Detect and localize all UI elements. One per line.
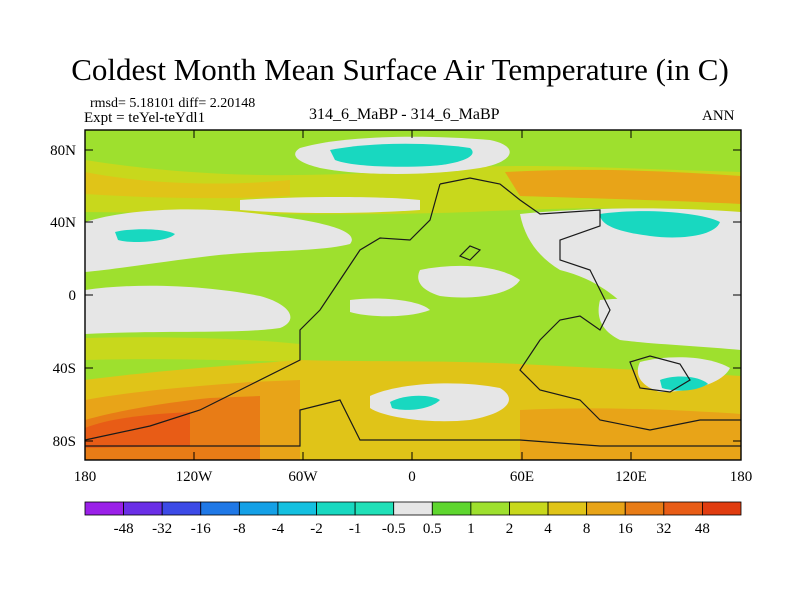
field-south-east-orange bbox=[520, 408, 741, 460]
lon-label-60e: 60E bbox=[510, 469, 534, 485]
field-cyan-south-center bbox=[390, 395, 440, 410]
colorbar-swatch bbox=[431, 501, 472, 516]
colorbar-swatch bbox=[547, 501, 588, 516]
contour-field bbox=[85, 130, 741, 460]
colorbar-label: 48 bbox=[695, 521, 710, 537]
colorbar-label: -4 bbox=[272, 521, 285, 537]
lon-label-60w: 60W bbox=[288, 469, 318, 485]
colorbar-label: -1 bbox=[349, 521, 362, 537]
colorbar-swatch bbox=[509, 501, 549, 516]
colorbar-label: 16 bbox=[618, 521, 634, 537]
map-title: Coldest Month Mean Surface Air Temperatu… bbox=[71, 52, 729, 87]
lon-label-0: 0 bbox=[408, 469, 416, 485]
field-cyan-east bbox=[600, 211, 720, 238]
coastline-southeast-landmass bbox=[629, 355, 691, 393]
colorbar-label: 4 bbox=[544, 521, 552, 537]
lat-label-40s: 40S bbox=[53, 361, 76, 377]
field-white-streak-north bbox=[240, 197, 420, 213]
colorbar: -48 -32 -16 -8 -4 -2 -1 -0.5 0.5 1 2 4 8 16 32 48 bbox=[84, 501, 742, 537]
colorbar-label: 32 bbox=[656, 521, 671, 537]
colorbar-swatch bbox=[161, 501, 202, 516]
lon-label-180e: 180 bbox=[730, 469, 753, 485]
colorbar-swatch bbox=[238, 501, 279, 516]
lon-tick-marks bbox=[84, 130, 742, 460]
lon-label-120w: 120W bbox=[176, 469, 214, 485]
colorbar-swatch bbox=[200, 501, 240, 516]
field-white-equator-east bbox=[598, 298, 741, 350]
field-white-equator-center bbox=[418, 265, 520, 298]
colorbar-swatch bbox=[354, 501, 395, 516]
field-band-north-gold bbox=[85, 172, 290, 199]
field-white-south-center bbox=[370, 383, 509, 422]
colorbar-swatch bbox=[277, 501, 317, 516]
colorbar-label: -16 bbox=[191, 521, 211, 537]
colorbar-label: -32 bbox=[152, 521, 172, 537]
lon-label-120e: 120E bbox=[615, 469, 647, 485]
colorbar-swatch bbox=[316, 501, 356, 516]
lat-label-40n: 40N bbox=[50, 215, 76, 231]
field-arctic-cyan bbox=[330, 143, 473, 167]
lat-label-80n: 80N bbox=[50, 143, 76, 159]
colorbar-label: -0.5 bbox=[382, 521, 406, 537]
colorbar-swatch bbox=[470, 501, 510, 516]
stats-text: rmsd= 5.18101 diff= 2.20148 bbox=[90, 96, 256, 111]
colorbar-label: -2 bbox=[310, 521, 323, 537]
colorbar-swatch bbox=[84, 501, 124, 516]
colorbar-swatch bbox=[123, 501, 163, 516]
colorbar-swatch bbox=[663, 501, 703, 516]
colorbar-label: 0.5 bbox=[423, 521, 442, 537]
colorbar-label: 8 bbox=[583, 521, 591, 537]
colorbar-swatch bbox=[624, 501, 665, 516]
season-label: ANN bbox=[702, 108, 735, 124]
colorbar-label: -8 bbox=[233, 521, 246, 537]
field-band-north-orange bbox=[505, 169, 741, 204]
lat-label-0: 0 bbox=[69, 288, 77, 304]
coastline-west-continent bbox=[84, 183, 441, 441]
field-white-equator-streak bbox=[350, 298, 430, 317]
experiment-label: Expt = teYel-teYdl1 bbox=[84, 110, 206, 126]
field-white-equator-west bbox=[85, 285, 291, 334]
coastline-island bbox=[458, 245, 482, 261]
colorbar-swatch bbox=[702, 501, 742, 516]
coastline-east-continent bbox=[439, 177, 741, 431]
colorbar-swatch bbox=[586, 501, 626, 516]
field-white-band-west bbox=[85, 209, 352, 272]
case-label: 314_6_MaBP - 314_6_MaBP bbox=[309, 106, 500, 123]
coastline-south bbox=[85, 399, 741, 447]
lat-tick-marks bbox=[85, 149, 741, 442]
field-white-east bbox=[520, 208, 741, 330]
field-yellow-south-band bbox=[85, 337, 300, 362]
lat-label-80s: 80S bbox=[53, 434, 76, 450]
field-cyan-patch-west bbox=[115, 229, 175, 242]
coastlines bbox=[84, 177, 741, 447]
colorbar-swatch bbox=[393, 501, 433, 516]
colorbar-label: 1 bbox=[467, 521, 475, 537]
lon-label-180w: 180 bbox=[74, 469, 97, 485]
colorbar-label: 2 bbox=[506, 521, 514, 537]
colorbar-label: -48 bbox=[114, 521, 134, 537]
